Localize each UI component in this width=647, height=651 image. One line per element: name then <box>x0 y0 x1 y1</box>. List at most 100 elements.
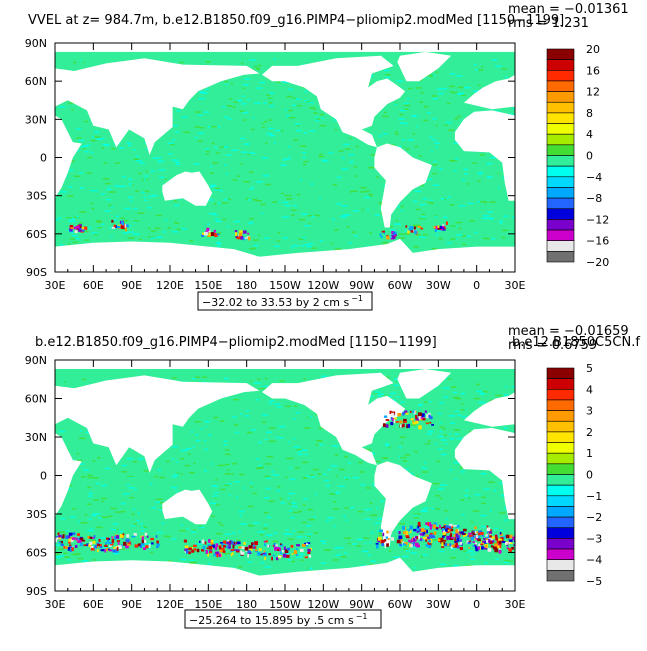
colorbar-label: −1 <box>586 490 602 503</box>
y-tick-label: 60N <box>25 75 47 88</box>
mean-stat: mean = −0.01361 <box>508 2 629 17</box>
colorbar-label: 16 <box>586 64 600 77</box>
colorbar-label: 0 <box>586 469 593 482</box>
colorbar-swatch <box>546 229 575 242</box>
x-tick-label: 60E <box>83 598 104 611</box>
rms-stat: rms = 1.231 <box>508 16 589 31</box>
continent-3 <box>262 372 406 466</box>
colorbar-label: 3 <box>586 405 593 418</box>
colorbar-label: −8 <box>586 192 602 205</box>
eddy-patches <box>55 410 515 561</box>
rms-stat: rms = 0.6759 <box>508 338 597 353</box>
colorbar-swatch <box>546 420 575 433</box>
x-tick-label: 30W <box>426 598 451 611</box>
colorbar-label: −12 <box>586 213 609 226</box>
colorbar-label: 0 <box>586 150 593 163</box>
x-tick-label: 30E <box>505 279 526 292</box>
map-title: b.e12.B1850.f09_g16.PIMP4−pliomip2.modMe… <box>35 335 437 350</box>
colorbar-swatch <box>546 123 575 135</box>
x-tick-label: 0 <box>473 279 480 292</box>
colorbar-swatch <box>546 506 575 518</box>
colorbar-swatch <box>546 495 575 507</box>
continent-6 <box>454 428 515 520</box>
continent-7 <box>463 74 515 110</box>
x-tick-label: 30W <box>426 279 451 292</box>
colorbar-label: −20 <box>586 256 609 269</box>
colorbar-swatch <box>546 410 575 422</box>
colorbar-swatch <box>546 219 575 231</box>
colorbar-swatch <box>546 176 575 188</box>
ocean-field <box>55 368 515 591</box>
continent-1 <box>55 58 260 155</box>
panel-1: 30E 60E 90E 120E 150E 180 150W 120W 90W 60W 30W 0 30… <box>25 2 629 311</box>
colorbar-swatch <box>546 399 575 411</box>
x-tick-label: 150E <box>194 598 222 611</box>
continent-2 <box>162 171 213 206</box>
ocean-field <box>55 51 515 272</box>
range-unit-exponent: −1 <box>351 294 363 303</box>
land-mask <box>55 369 515 591</box>
y-tick-label: 60S <box>26 228 47 241</box>
continent-8 <box>55 557 515 591</box>
colorbar-label: −3 <box>586 532 602 545</box>
colorbar-swatch <box>546 155 575 167</box>
y-tick-label: 0 <box>40 152 47 165</box>
x-tick-label: 90W <box>349 279 374 292</box>
x-tick-label: 150W <box>269 279 301 292</box>
colorbar-label: 2 <box>586 426 593 439</box>
colorbar-swatch <box>546 197 575 210</box>
continent-2 <box>162 489 213 525</box>
colorbar-swatch <box>546 388 575 401</box>
range-unit-exponent: −1 <box>356 612 368 621</box>
colorbar-label: −2 <box>586 511 602 524</box>
x-tick-label: 90E <box>121 598 142 611</box>
land-mask <box>55 51 515 272</box>
x-tick-label: 90W <box>349 598 374 611</box>
colorbar-label: −5 <box>586 575 602 588</box>
colorbar-swatch <box>546 59 575 71</box>
y-tick-label: 60N <box>25 393 47 406</box>
continent-0 <box>55 433 82 518</box>
colorbar-label: −4 <box>586 554 602 567</box>
colorbar-swatch <box>546 431 575 443</box>
colorbar-swatch <box>546 367 575 379</box>
x-tick-label: 60W <box>388 598 413 611</box>
y-tick-label: 30N <box>25 113 47 126</box>
x-tick-label: 0 <box>473 598 480 611</box>
colorbar-swatch <box>546 548 575 560</box>
colorbar-label: 4 <box>586 383 593 396</box>
continent-8 <box>55 238 515 272</box>
x-tick-label: 30E <box>45 279 66 292</box>
colorbar-swatch <box>546 70 575 82</box>
range-box <box>184 609 382 629</box>
continent-5 <box>397 369 452 399</box>
continent-1 <box>55 375 260 473</box>
x-tick-label: 120W <box>307 279 339 292</box>
colorbar-label: 8 <box>586 107 593 120</box>
continent-4 <box>374 143 432 228</box>
y-tick-label: 30S <box>26 508 47 521</box>
range-label: −25.264 to 15.895 by .5 cm s −1 <box>189 612 368 627</box>
x-tick-label: 90E <box>121 279 142 292</box>
y-tick-label: 30S <box>26 190 47 203</box>
colorbar-swatch <box>546 251 575 263</box>
colorbar-swatch <box>546 442 575 454</box>
colorbar-swatch <box>546 208 575 220</box>
colorbar-label: 12 <box>586 86 600 99</box>
y-tick-label: 30N <box>25 431 47 444</box>
colorbar-swatch <box>546 165 575 178</box>
x-tick-label: 180 <box>236 279 257 292</box>
colorbar-swatch <box>546 80 575 92</box>
continent-5 <box>397 51 452 82</box>
colorbar-swatch <box>546 570 575 582</box>
colorbar-swatch <box>546 378 575 390</box>
colorbar-label: 1 <box>586 447 593 460</box>
continent-3 <box>262 55 406 148</box>
colorbar-swatch <box>546 144 575 156</box>
colorbar-swatch <box>546 112 575 124</box>
colorbar-label: 20 <box>586 43 600 56</box>
x-tick-label: 120W <box>307 598 339 611</box>
x-tick-label: 120E <box>156 598 184 611</box>
colorbar-swatch <box>546 474 575 486</box>
colorbar-label: 5 <box>586 362 593 375</box>
